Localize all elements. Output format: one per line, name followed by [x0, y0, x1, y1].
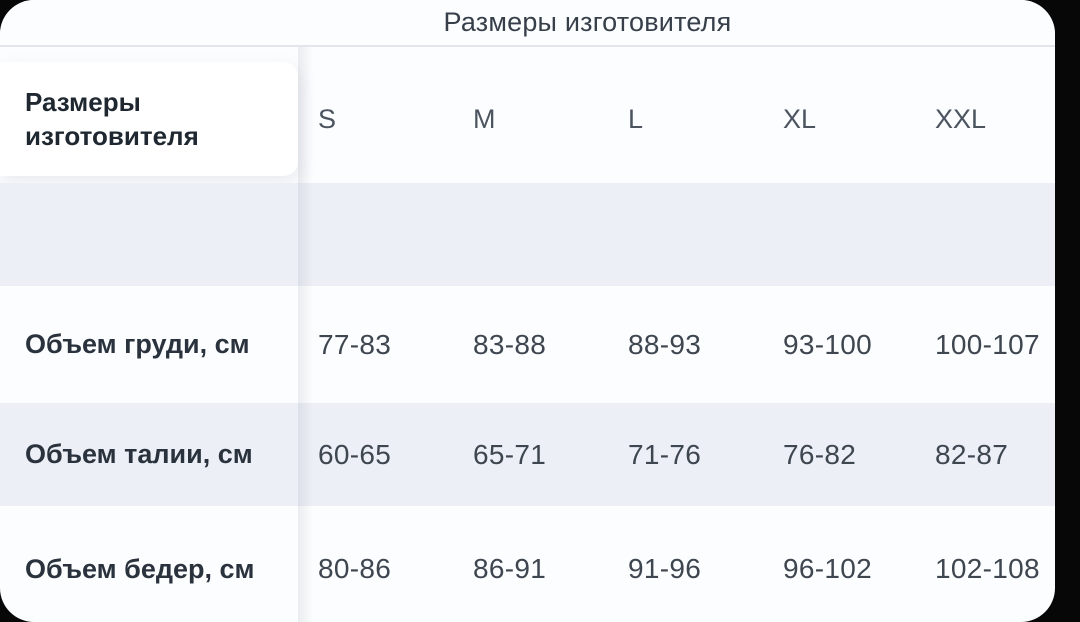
modal-title: Размеры изготовителя	[443, 7, 732, 37]
table-cell	[915, 183, 1055, 286]
table-cell: 88-93	[628, 328, 702, 360]
column-header-l: L	[628, 103, 644, 134]
table-cell: 96-102	[783, 553, 872, 584]
size-table: Размеры изготовителя S M L XL XXL Объем …	[0, 55, 1055, 622]
table-cell: 83-88	[473, 328, 547, 360]
table-cell: 86-91	[473, 553, 547, 584]
table-cell	[608, 183, 763, 286]
size-chart-modal: Размеры изготовителя Размеры изготовител…	[0, 0, 1055, 622]
table-cell: 65-71	[453, 403, 608, 506]
modal-header: Размеры изготовителя	[0, 0, 1055, 47]
table-cell: 102-108	[935, 553, 1040, 584]
row-label	[0, 183, 298, 286]
column-header-s: S	[318, 103, 337, 134]
column-header-xl: XL	[783, 103, 817, 134]
size-table-scroll-area[interactable]: Размеры изготовителя S M L XL XXL Объем …	[0, 47, 1055, 622]
corner-header-cell: Размеры изготовителя	[0, 62, 298, 176]
row-label: Объем груди, см	[25, 329, 250, 359]
table-cell: 91-96	[628, 553, 702, 584]
table-cell: 82-87	[915, 403, 1055, 506]
table-cell: 77-83	[318, 328, 392, 360]
table-row-chest: Объем груди, см 77-83 83-88 88-93 93-100…	[0, 293, 1055, 396]
empty-highlight-row	[0, 183, 1055, 286]
row-label: Объем талии, см	[0, 403, 298, 506]
table-cell	[298, 183, 453, 286]
table-cell: 93-100	[783, 328, 872, 360]
column-header-m: M	[473, 103, 496, 134]
table-cell	[453, 183, 608, 286]
table-cell: 100-107	[935, 328, 1040, 360]
table-row-hips: Объем бедер, см 80-86 86-91 91-96 96-102…	[0, 513, 1055, 622]
table-cell: 60-65	[298, 403, 453, 506]
table-cell	[763, 183, 915, 286]
column-header-xxl: XXL	[935, 103, 987, 134]
table-cell: 71-76	[608, 403, 763, 506]
table-header-row: Размеры изготовителя S M L XL XXL	[0, 62, 1055, 176]
table-cell: 76-82	[763, 403, 915, 506]
table-cell: 80-86	[318, 553, 392, 584]
row-label: Объем бедер, см	[25, 553, 255, 584]
table-row-waist: Объем талии, см 60-65 65-71 71-76 76-82 …	[0, 403, 1055, 506]
